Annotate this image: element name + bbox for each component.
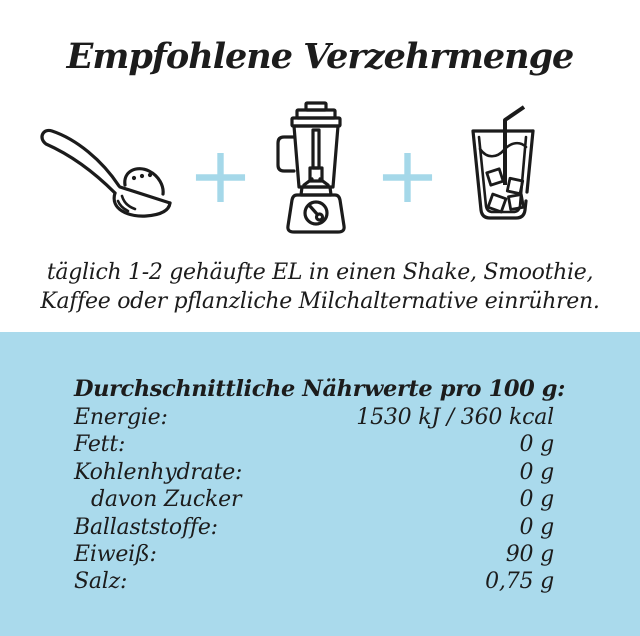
- nutrition-value: 90 g: [505, 542, 554, 568]
- nutrition-row-fett: Fett: 0 g: [74, 431, 554, 458]
- nutrition-row-eiweiss: Eiweiß: 90 g: [74, 541, 554, 568]
- nutrition-value: 0 g: [519, 487, 555, 513]
- nutrition-row-energie: Energie: 1530 kJ / 360 kcal: [74, 404, 554, 431]
- nutrition-label: Salz:: [74, 569, 128, 595]
- nutrition-row-ballaststoffe: Ballaststoffe: 0 g: [74, 514, 554, 541]
- nutrition-heading: Durchschnittliche Nährwerte pro 100 g:: [74, 376, 566, 402]
- nutrition-value: 1530 kJ / 360 kcal: [356, 405, 554, 430]
- nutrition-value: 0 g: [519, 514, 555, 540]
- nutrition-value: 0 g: [519, 459, 555, 485]
- glass-icon: [471, 105, 535, 220]
- dosage-instructions-line2: Kaffee oder pflanzliche Milchalternative…: [40, 289, 600, 314]
- nutrition-table: Durchschnittliche Nährwerte pro 100 g: E…: [0, 332, 640, 596]
- nutrition-label: davon Zucker: [91, 487, 242, 513]
- nutrition-value: 0,75 g: [485, 569, 554, 595]
- nutrition-row-kohlenhydrate: Kohlenhydrate: 0 g: [74, 459, 554, 486]
- nutrition-panel: Durchschnittliche Nährwerte pro 100 g: E…: [0, 332, 640, 636]
- nutrition-label: Ballaststoffe:: [74, 514, 218, 540]
- nutrition-label: Energie:: [74, 405, 168, 430]
- dosage-instructions-line1: täglich 1-2 gehäufte EL in einen Shake, …: [46, 260, 594, 285]
- nutrition-value: 0 g: [519, 432, 555, 458]
- nutrition-row-salz: Salz: 0,75 g: [74, 568, 554, 595]
- plus-icon: [382, 152, 433, 203]
- nutrition-label: Eiweiß:: [74, 542, 157, 568]
- nutrition-row-davon-zucker: davon Zucker 0 g: [74, 486, 554, 513]
- nutrition-label: Fett:: [74, 432, 126, 458]
- spoon-icon: [40, 128, 172, 218]
- nutrition-label: Kohlenhydrate:: [74, 459, 243, 485]
- page-title: Empfohlene Verzehrmenge: [66, 36, 575, 77]
- plus-icon: [195, 152, 246, 203]
- dosage-instructions: täglich 1-2 gehäufte EL in einen Shake, …: [0, 258, 640, 316]
- blender-icon: [276, 101, 346, 234]
